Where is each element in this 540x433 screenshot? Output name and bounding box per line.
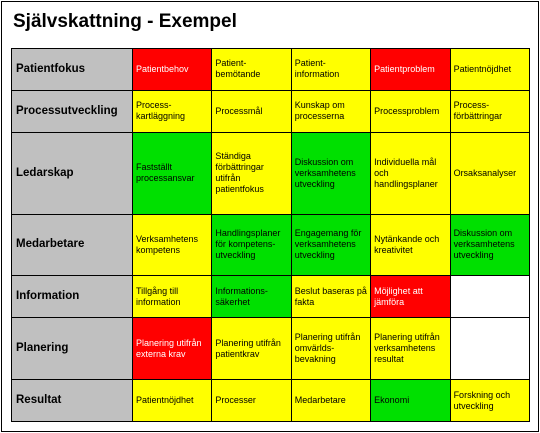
title: Självskattning - Exempel (13, 11, 237, 32)
cell: Nytänkande och kreativitet (370, 213, 451, 277)
cell: Ständiga förbättringar utifrån patientfo… (211, 131, 292, 215)
cell-text: Handlingsplaner för kompetens- utvecklin… (215, 228, 281, 261)
cell-text: Patientnöjdhet (453, 63, 512, 74)
row-label: Medarbetare (11, 213, 133, 277)
cell-text: Diskussion om verksamhetens utveckling (294, 156, 356, 189)
table-row: Information Tillgång till information Info… (11, 275, 531, 319)
cell-text: Patient- bemötande (215, 58, 261, 80)
cell-text: Process- förbättringar (453, 100, 503, 122)
cell: Patient- bemötande (211, 48, 292, 91)
row-label: Ledarskap (11, 131, 133, 215)
cell-text: Fastställt processansvar (136, 162, 195, 184)
cell: Engagemang för verksamhetens utveckling (290, 213, 372, 277)
cell-text: Patientnöjdhet (136, 395, 194, 406)
table-row: Patientfokus Patientbehov Patient- bemötan… (11, 48, 531, 91)
assessment-table: Patientfokus Patientbehov Patient- bemötan… (11, 48, 531, 422)
cell: Orsaksanalyser (449, 131, 531, 215)
cell: Medarbetare (290, 379, 372, 422)
cell: Process- förbättringar (449, 89, 531, 133)
cell: Individuella mål och handlingsplaner (370, 131, 451, 215)
cell: Patientproblem (370, 48, 451, 91)
cell: Diskussion om verksamhetens utveckling (290, 131, 372, 215)
cell: Beslut baseras på fakta (290, 275, 372, 319)
cell-text: Verksamhetens kompetens (136, 233, 199, 255)
cell-text: Möjlighet att jämföra (374, 285, 423, 307)
cell: Informations- säkerhet (211, 275, 292, 319)
cell: Fastställt processansvar (131, 131, 213, 215)
cell: Kunskap om processerna (290, 89, 372, 133)
table-row: Ledarskap Fastställt processansvar Ständig… (11, 131, 531, 215)
cell-text: Planering utifrån patientkrav (215, 337, 281, 359)
table-row: Processutveckling Process- kartläggning Pr… (11, 89, 531, 133)
cell: Planering utifrån verksamhetens resultat (370, 317, 451, 381)
cell-text: Ekonomi (374, 395, 410, 406)
cell-text: Diskussion om verksamhetens utveckling (453, 228, 515, 261)
cell-text: Engagemang för verksamhetens utveckling (294, 228, 362, 261)
cell: Patientnöjdhet (131, 379, 213, 422)
row-label: Processutveckling (11, 89, 133, 133)
cell: Planering utifrån omvärlds- bevakning (290, 317, 372, 381)
cell-text: Patient- information (294, 58, 340, 80)
cell: Process- kartläggning (131, 89, 213, 133)
cell: Tillgång till information (131, 275, 213, 319)
cell: Patientbehov (131, 48, 213, 91)
cell-text: Planering utifrån omvärlds- bevakning (294, 332, 361, 365)
cell: Forskning och utveckling (449, 379, 531, 422)
cell-text: Processproblem (374, 105, 440, 116)
cell (449, 275, 531, 319)
row-label: Information (11, 275, 133, 319)
table-row: Resultat Patientnöjdhet Processer Medarbeta… (11, 379, 531, 422)
cell: Processproblem (370, 89, 451, 133)
cell: Ekonomi (370, 379, 451, 422)
cell: Patientnöjdhet (449, 48, 531, 91)
cell: Processer (211, 379, 292, 422)
cell: Planering utifrån externa krav (131, 317, 213, 381)
cell-text: Forskning och utveckling (453, 389, 511, 411)
cell: Processmål (211, 89, 292, 133)
cell-text: Patientbehov (136, 63, 189, 74)
cell-text: Planering utifrån externa krav (136, 337, 202, 359)
cell-text: Ständiga förbättringar utifrån patientfo… (215, 151, 264, 195)
cell-text: Kunskap om processerna (294, 100, 345, 122)
cell-text: Processer (215, 395, 256, 406)
cell-text: Informations- säkerhet (215, 285, 268, 307)
cell: Möjlighet att jämföra (370, 275, 451, 319)
cell-text: Tillgång till information (136, 285, 181, 307)
cell: Diskussion om verksamhetens utveckling (449, 213, 531, 277)
row-label: Patientfokus (11, 48, 133, 91)
row-label: Planering (11, 317, 133, 381)
cell: Verksamhetens kompetens (131, 213, 213, 277)
cell: Patient- information (290, 48, 372, 91)
cell-text: Patientproblem (374, 63, 435, 74)
cell-text: Beslut baseras på fakta (294, 285, 367, 307)
row-label: Resultat (11, 379, 133, 422)
cell: Planering utifrån patientkrav (211, 317, 292, 381)
cell-text: Process- kartläggning (136, 100, 186, 122)
cell-text: Orsaksanalyser (453, 167, 517, 178)
cell-text: Nytänkande och kreativitet (374, 233, 440, 255)
cell-text: Individuella mål och handlingsplaner (374, 156, 438, 189)
table-row: Planering Planering utifrån externa krav P… (11, 317, 531, 381)
cell-text: Planering utifrån verksamhetens resultat (374, 332, 440, 365)
cell (449, 317, 531, 381)
cell: Handlingsplaner för kompetens- utvecklin… (211, 213, 292, 277)
table-row: Medarbetare Verksamhetens kompetens Handli… (11, 213, 531, 277)
cell-text: Processmål (215, 105, 263, 116)
cell-text: Medarbetare (294, 395, 346, 406)
